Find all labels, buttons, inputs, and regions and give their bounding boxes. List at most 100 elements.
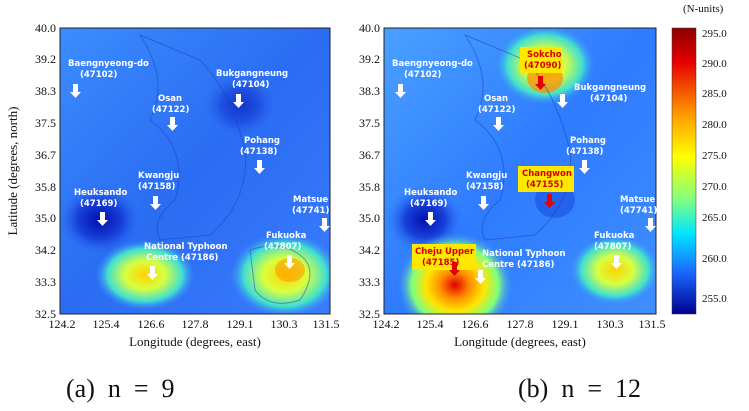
station-marker: Kwangju(47158) [466, 171, 507, 210]
station-marker: Pohang(47138) [240, 136, 280, 174]
svg-text:(47090): (47090) [524, 61, 561, 71]
xtick: 126.6 [138, 317, 165, 331]
ytick: 35.0 [35, 211, 56, 225]
svg-text:(47169): (47169) [80, 199, 117, 209]
station-marker: Osan(47122) [152, 94, 189, 131]
ytick: 35.8 [35, 180, 56, 194]
svg-text:Bukgangneung: Bukgangneung [574, 83, 646, 93]
ytick: 35.0 [359, 211, 380, 225]
svg-text:(47122): (47122) [478, 105, 515, 115]
svg-text:(47185): (47185) [422, 258, 459, 268]
ytick: 38.3 [359, 84, 380, 98]
svg-text:Bukgangneung: Bukgangneung [216, 69, 288, 79]
xtick: 126.6 [462, 317, 489, 331]
xtick: 125.4 [417, 317, 444, 331]
ytick: 40.0 [359, 21, 380, 35]
svg-text:(47102): (47102) [404, 70, 441, 80]
xtick: 130.3 [271, 317, 298, 331]
svg-text:National Typhoon: National Typhoon [144, 242, 228, 252]
station-marker: Bukgangneung(47104) [557, 83, 646, 108]
xtick: 125.4 [93, 317, 120, 331]
svg-text:Baengnyeong-do: Baengnyeong-do [392, 59, 473, 69]
ytick: 33.3 [359, 275, 380, 289]
svg-text:(47169): (47169) [410, 199, 447, 209]
svg-text:(47741): (47741) [292, 206, 329, 216]
svg-text:(47158): (47158) [138, 182, 175, 192]
xtick: 124.2 [373, 317, 400, 331]
svg-text:(47158): (47158) [466, 182, 503, 192]
panel-a-caption: (a) n = 9 [66, 374, 175, 403]
svg-text:Osan: Osan [484, 94, 508, 104]
svg-text:Baengnyeong-do: Baengnyeong-do [68, 59, 149, 69]
ytick: 36.7 [35, 148, 56, 162]
svg-text:Kwangju: Kwangju [138, 171, 179, 181]
y-axis-label: Latitude (degrees, north) [5, 107, 20, 236]
colorbar-tick: 270.0 [702, 181, 727, 193]
station-marker: Bukgangneung(47104) [216, 69, 288, 108]
svg-text:National Typhoon: National Typhoon [482, 249, 566, 259]
svg-text:Matsue: Matsue [293, 195, 328, 205]
svg-text:(47741): (47741) [620, 206, 657, 216]
svg-text:(47104): (47104) [590, 94, 627, 104]
station-marker: Heuksando(47169) [404, 188, 458, 226]
ytick: 36.7 [359, 148, 380, 162]
ytick: 39.2 [359, 52, 380, 66]
colorbar-tick: 280.0 [702, 119, 727, 131]
ytick: 37.5 [359, 116, 380, 130]
station-marker: Osan(47122) [478, 94, 515, 131]
svg-text:Osan: Osan [158, 94, 182, 104]
svg-text:Matsue: Matsue [620, 195, 655, 205]
panel-a-axes: 40.0 39.2 38.3 37.5 36.7 35.8 35.0 34.2 … [5, 21, 340, 349]
svg-text:(47122): (47122) [152, 105, 189, 115]
ytick: 32.5 [359, 307, 380, 321]
svg-text:Kwangju: Kwangju [466, 171, 507, 181]
svg-text:Sokcho: Sokcho [527, 50, 562, 60]
station-marker: Fukuoka(47807) [264, 231, 307, 269]
station-marker: Heuksando(47169) [74, 188, 128, 226]
station-marker-highlight: Changwon(47155) [518, 166, 574, 208]
svg-text:Heuksando: Heuksando [74, 188, 128, 198]
svg-text:Pohang: Pohang [570, 136, 606, 146]
ytick: 32.5 [35, 307, 56, 321]
svg-text:(47807): (47807) [264, 242, 301, 252]
panel-a-stations: Baengnyeong-do(47102) Osan(47122) Bukgan… [68, 59, 330, 280]
xtick: 127.8 [507, 317, 534, 331]
colorbar-tick: 295.0 [702, 28, 727, 40]
ytick: 37.5 [35, 116, 56, 130]
svg-text:(47138): (47138) [240, 147, 277, 157]
svg-text:Heuksando: Heuksando [404, 188, 458, 198]
panel-b-caption: (b) n = 12 [518, 374, 641, 403]
ytick: 38.3 [35, 84, 56, 98]
colorbar-unit: (N-units) [683, 3, 724, 15]
svg-text:Fukuoka: Fukuoka [594, 231, 635, 241]
x-axis-label: Longitude (degrees, east) [129, 334, 261, 349]
colorbar-tick: 285.0 [702, 88, 727, 100]
svg-text:(47104): (47104) [232, 80, 269, 90]
ytick: 40.0 [35, 21, 56, 35]
colorbar-tick: 260.0 [702, 253, 727, 265]
xtick: 131.5 [639, 317, 666, 331]
station-marker: Baengnyeong-do(47102) [68, 59, 149, 98]
colorbar-tick: 290.0 [702, 58, 727, 70]
svg-text:Cheju Upper: Cheju Upper [415, 247, 475, 257]
xtick: 127.8 [182, 317, 209, 331]
station-marker: Pohang(47138) [566, 136, 606, 174]
station-marker: Matsue(47741) [292, 195, 330, 232]
colorbar-tick: 255.0 [702, 293, 727, 305]
ytick: 39.2 [35, 52, 56, 66]
x-axis-label: Longitude (degrees, east) [454, 334, 586, 349]
colorbar-tick: 275.0 [702, 150, 727, 162]
station-marker: Kwangju(47158) [138, 171, 179, 210]
station-marker-highlight: Sokcho(47090) [520, 47, 562, 90]
svg-text:Centre (47186): Centre (47186) [146, 253, 218, 263]
svg-text:(47102): (47102) [80, 70, 117, 80]
xtick: 129.1 [552, 317, 579, 331]
ytick: 34.2 [359, 243, 380, 257]
svg-text:(47155): (47155) [526, 180, 563, 190]
svg-text:Fukuoka: Fukuoka [266, 231, 307, 241]
ytick: 33.3 [35, 275, 56, 289]
svg-text:Changwon: Changwon [522, 169, 572, 179]
xtick: 129.1 [227, 317, 254, 331]
panel-b-stations: Baengnyeong-do(47102) Sokcho(47090) Osan… [392, 47, 657, 284]
